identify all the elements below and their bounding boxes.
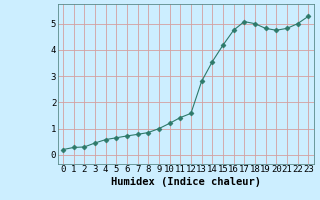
X-axis label: Humidex (Indice chaleur): Humidex (Indice chaleur) xyxy=(111,177,260,187)
